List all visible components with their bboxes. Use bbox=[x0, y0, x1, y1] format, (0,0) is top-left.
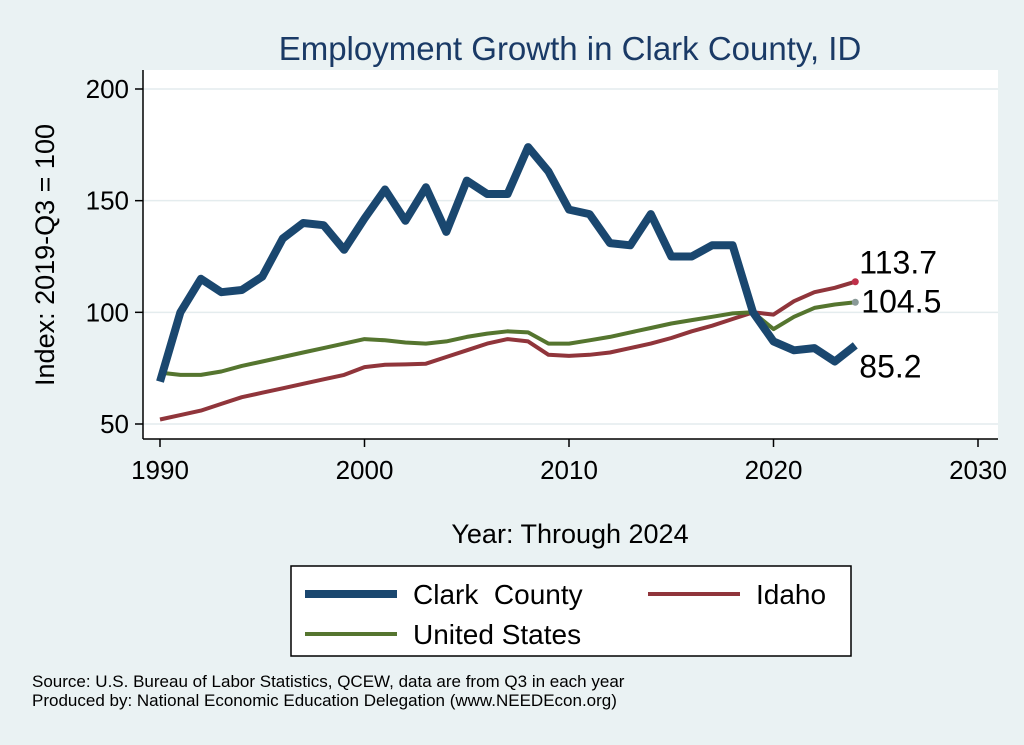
x-tick-label: 1990 bbox=[131, 455, 189, 485]
end-value-label: 85.2 bbox=[859, 348, 921, 384]
source-notes: Source: U.S. Bureau of Labor Statistics,… bbox=[32, 672, 624, 710]
end-value-label: 113.7 bbox=[859, 245, 937, 281]
series-line-united-states bbox=[159, 300, 856, 377]
y-tick-label: 200 bbox=[86, 74, 129, 104]
x-tick-label: 2020 bbox=[745, 455, 803, 485]
legend-label: United States bbox=[413, 619, 581, 650]
chart-title: Employment Growth in Clark County, ID bbox=[279, 30, 862, 67]
series-line-idaho bbox=[159, 279, 856, 422]
y-tick-label: 50 bbox=[100, 409, 129, 439]
axis-ticks: 50 100 150 200 1990 2000 2010 2020 2030 bbox=[86, 74, 1007, 485]
produced-by-text: Produced by: National Economic Education… bbox=[32, 691, 617, 710]
x-tick-label: 2000 bbox=[336, 455, 394, 485]
x-axis-label: Year: Through 2024 bbox=[451, 519, 688, 549]
source-text: Source: U.S. Bureau of Labor Statistics,… bbox=[32, 672, 625, 691]
series-lines bbox=[156, 143, 858, 422]
legend-box bbox=[290, 565, 852, 657]
legend: Clark County Idaho United States bbox=[290, 565, 852, 657]
y-tick-label: 100 bbox=[86, 297, 129, 327]
legend-label: Idaho bbox=[756, 579, 826, 610]
y-axis-label: Index: 2019-Q3 = 100 bbox=[30, 124, 60, 386]
x-tick-label: 2030 bbox=[949, 455, 1007, 485]
plot-area bbox=[143, 70, 998, 439]
gridlines bbox=[143, 88, 998, 425]
end-marker bbox=[851, 298, 859, 306]
series-line-clark-county bbox=[156, 143, 858, 383]
end-marker bbox=[851, 278, 859, 286]
end-value-label: 104.5 bbox=[861, 283, 941, 319]
y-tick-label: 150 bbox=[86, 186, 129, 216]
x-tick-label: 2010 bbox=[540, 455, 598, 485]
legend-label: Clark County bbox=[413, 579, 583, 610]
